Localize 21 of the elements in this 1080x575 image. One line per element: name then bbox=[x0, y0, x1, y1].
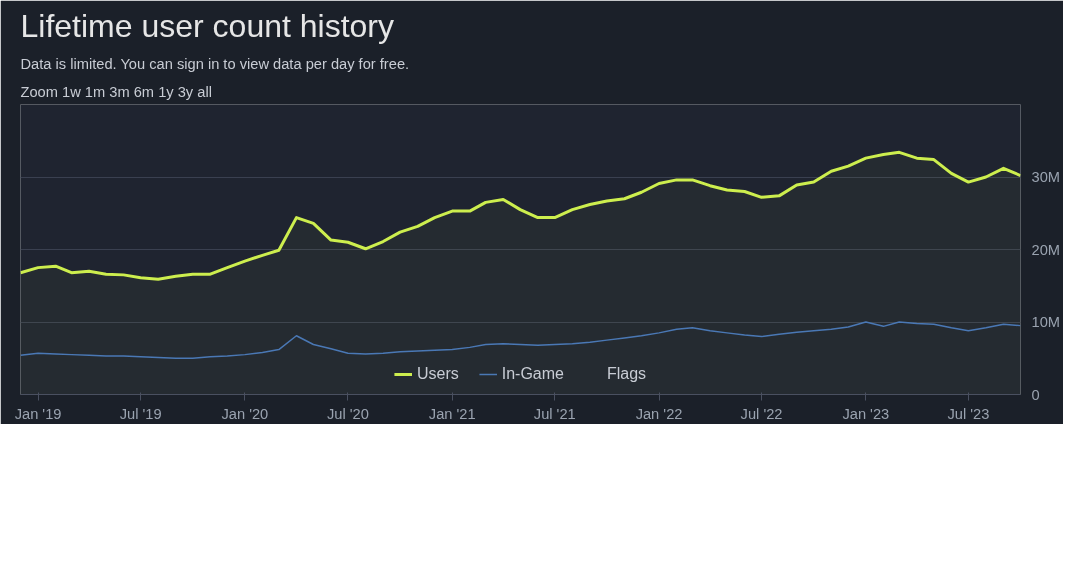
y-tick-label: 30M bbox=[1031, 169, 1061, 185]
y-tick-label: 10M bbox=[1031, 314, 1061, 330]
chart-title: Lifetime user count history bbox=[20, 7, 394, 44]
legend-label: In-Game bbox=[501, 365, 564, 383]
y-tick-label: 0 bbox=[1031, 386, 1040, 403]
x-tick-label: Jan '22 bbox=[635, 405, 683, 422]
x-tick-label: Jan '19 bbox=[14, 405, 62, 422]
x-tick-label: Jan '20 bbox=[221, 405, 269, 422]
x-tick-label: Jul '21 bbox=[533, 405, 576, 422]
x-tick-label: Jan '21 bbox=[428, 405, 476, 422]
line-series bbox=[20, 321, 1021, 359]
x-tick-label: Jul '20 bbox=[327, 405, 369, 422]
x-tick-label: Jul '22 bbox=[740, 405, 783, 422]
text: Data is limited. You can sign in to view data per day for free. bbox=[20, 55, 410, 72]
x-tick-label: Jan '23 bbox=[842, 405, 890, 422]
y-tick-label: 20M bbox=[1031, 241, 1061, 258]
text: Zoom 1w 1m 3m 6m 1y 3y all bbox=[20, 83, 212, 100]
legend-label: Users bbox=[416, 365, 459, 383]
x-tick-label: Jul '19 bbox=[119, 405, 162, 422]
x-tick-label: Jul '23 bbox=[947, 405, 990, 422]
annotation: Flags bbox=[606, 365, 647, 383]
